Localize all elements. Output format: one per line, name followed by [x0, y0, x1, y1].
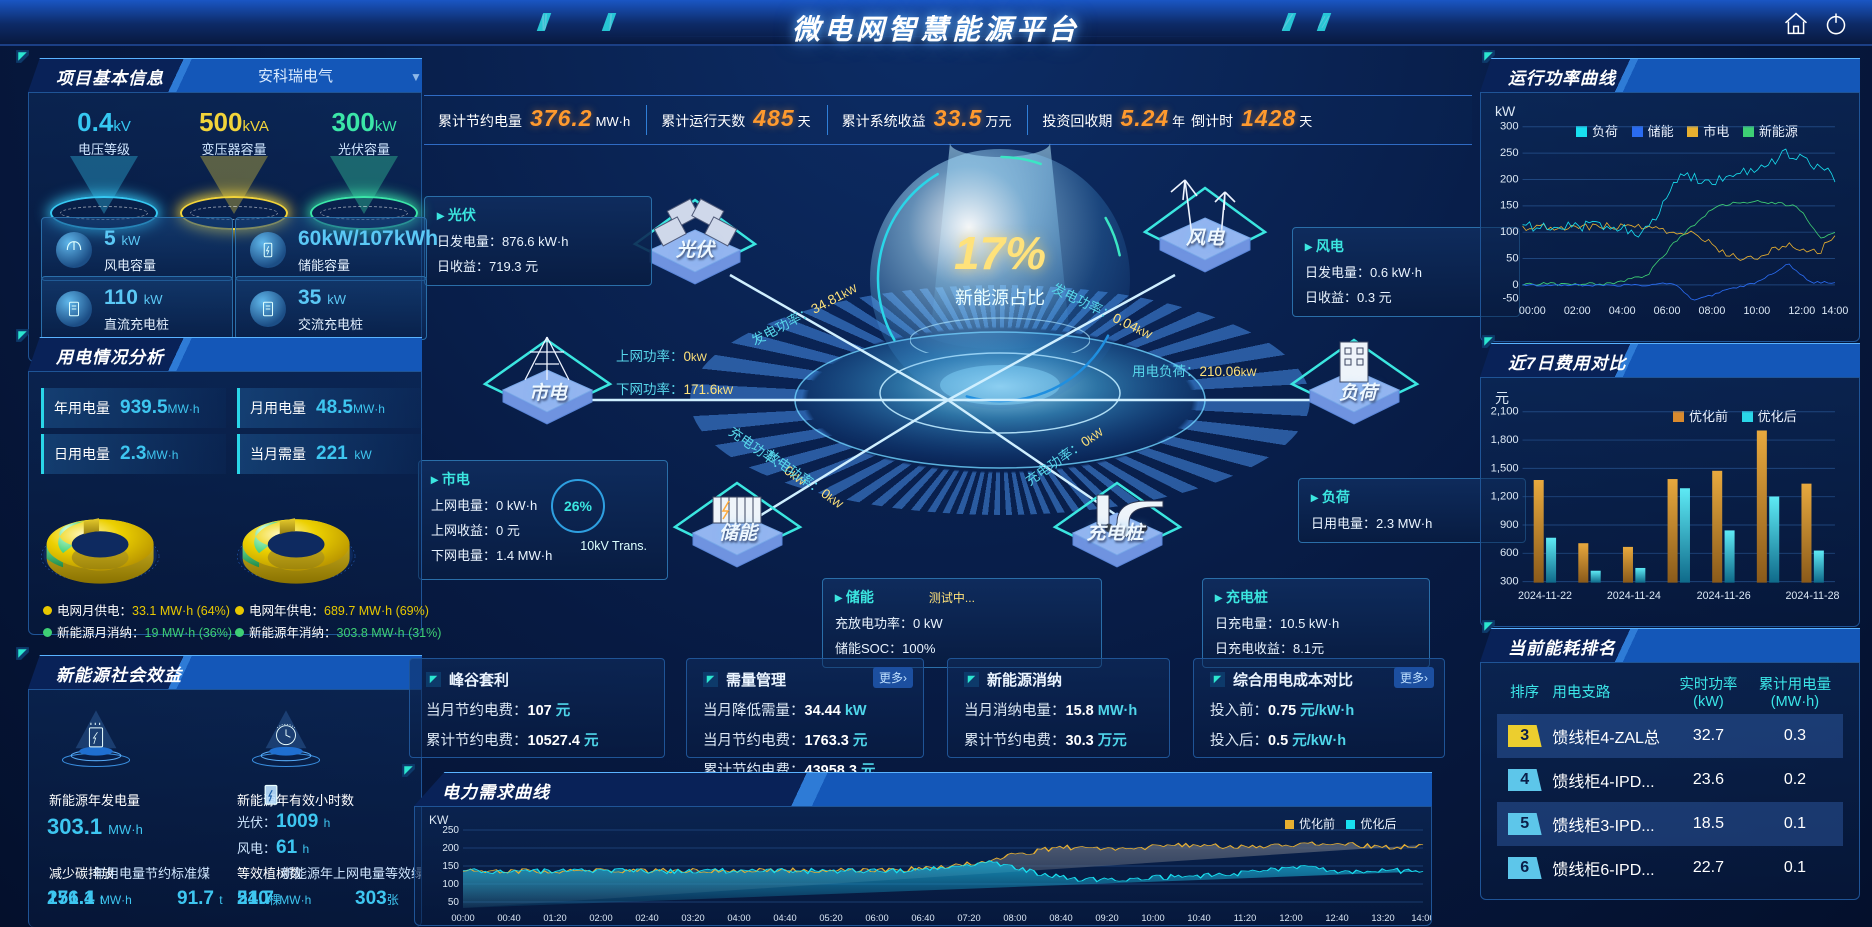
svg-text:50: 50: [448, 897, 460, 908]
svg-text:08:40: 08:40: [1049, 913, 1072, 923]
svg-text:100: 100: [1500, 226, 1519, 238]
svg-text:200: 200: [1500, 173, 1519, 185]
svg-text:2024-11-22: 2024-11-22: [1518, 590, 1572, 602]
svg-text:06:00: 06:00: [1654, 305, 1681, 317]
svg-text:0: 0: [1512, 279, 1518, 291]
svg-text:600: 600: [1500, 547, 1519, 559]
svg-text:10:00: 10:00: [1743, 305, 1770, 317]
svg-text:1,200: 1,200: [1491, 491, 1519, 503]
svg-text:09:20: 09:20: [1095, 913, 1118, 923]
svg-text:2024-11-28: 2024-11-28: [1785, 590, 1839, 602]
svg-text:14:00: 14:00: [1822, 305, 1849, 317]
svg-text:10:40: 10:40: [1187, 913, 1210, 923]
svg-text:02:00: 02:00: [1564, 305, 1591, 317]
svg-text:900: 900: [1500, 519, 1519, 531]
svg-text:150: 150: [1500, 200, 1519, 212]
svg-text:03:20: 03:20: [681, 913, 704, 923]
svg-text:06:40: 06:40: [911, 913, 934, 923]
svg-text:00:00: 00:00: [1519, 305, 1546, 317]
svg-text:04:40: 04:40: [773, 913, 796, 923]
svg-text:05:20: 05:20: [819, 913, 842, 923]
svg-text:10:00: 10:00: [1141, 913, 1164, 923]
svg-text:07:20: 07:20: [957, 913, 980, 923]
svg-text:13:20: 13:20: [1371, 913, 1394, 923]
svg-text:200: 200: [442, 843, 459, 854]
svg-text:50: 50: [1506, 252, 1518, 264]
svg-text:04:00: 04:00: [727, 913, 750, 923]
svg-text:250: 250: [442, 825, 459, 836]
svg-text:12:00: 12:00: [1788, 305, 1815, 317]
svg-text:01:20: 01:20: [543, 913, 566, 923]
svg-text:12:00: 12:00: [1279, 913, 1302, 923]
svg-text:02:40: 02:40: [635, 913, 658, 923]
svg-text:02:00: 02:00: [589, 913, 612, 923]
svg-text:300: 300: [1500, 576, 1519, 588]
svg-text:2024-11-24: 2024-11-24: [1607, 590, 1661, 602]
svg-text:-50: -50: [1502, 293, 1518, 305]
svg-text:00:00: 00:00: [451, 913, 474, 923]
svg-text:2,100: 2,100: [1491, 406, 1519, 418]
svg-text:08:00: 08:00: [1003, 913, 1026, 923]
svg-text:08:00: 08:00: [1699, 305, 1726, 317]
svg-text:12:40: 12:40: [1325, 913, 1348, 923]
svg-text:11:20: 11:20: [1234, 913, 1257, 923]
svg-text:1,800: 1,800: [1491, 434, 1519, 446]
svg-text:1,500: 1,500: [1491, 462, 1519, 474]
svg-text:2024-11-26: 2024-11-26: [1697, 590, 1751, 602]
svg-text:06:00: 06:00: [865, 913, 888, 923]
svg-text:100: 100: [442, 879, 459, 890]
svg-text:14:00: 14:00: [1411, 913, 1432, 923]
svg-text:04:00: 04:00: [1609, 305, 1636, 317]
svg-text:150: 150: [442, 861, 459, 872]
svg-text:250: 250: [1500, 147, 1519, 159]
svg-text:00:40: 00:40: [497, 913, 520, 923]
svg-text:300: 300: [1500, 121, 1519, 133]
